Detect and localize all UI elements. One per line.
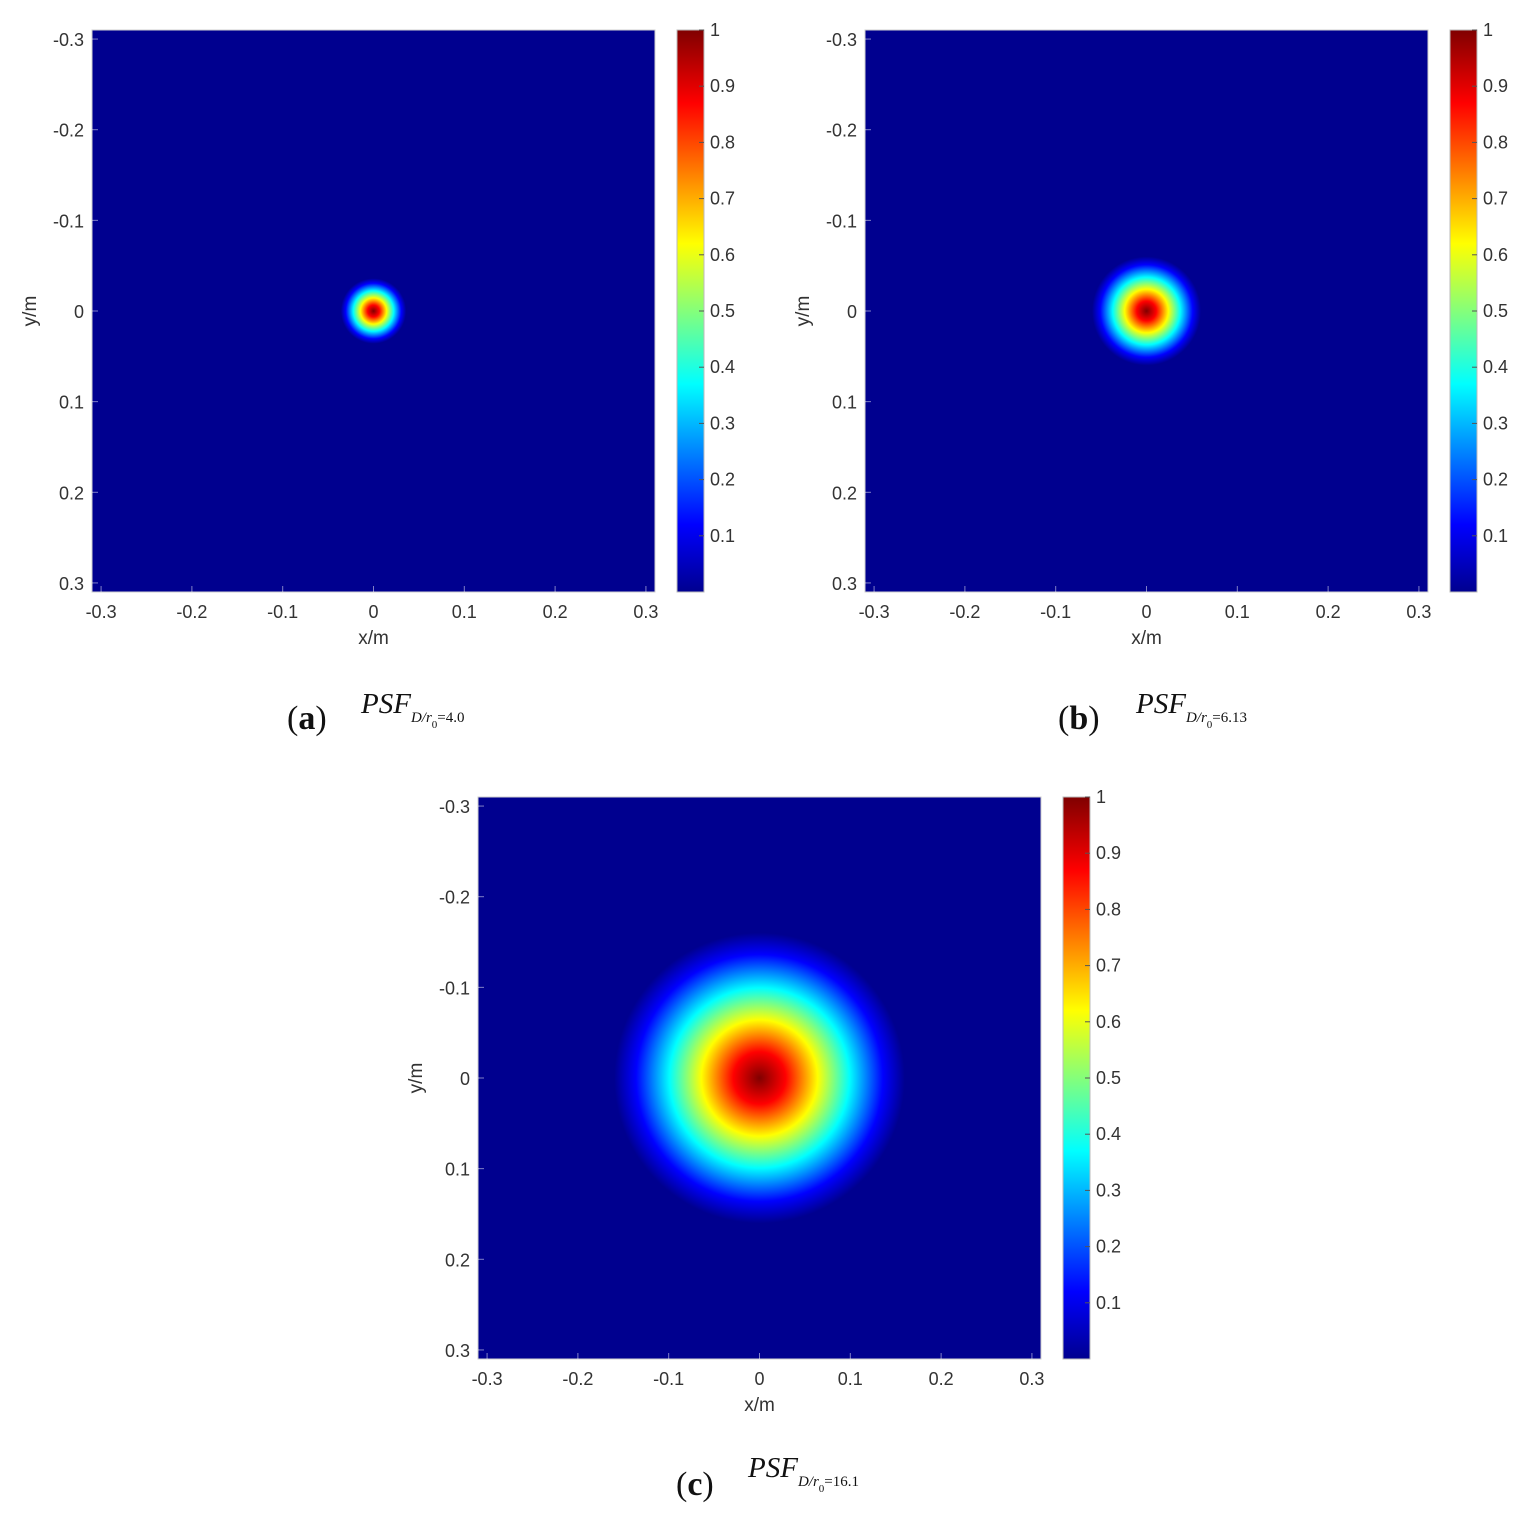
panel-letter-b: b [1069,700,1089,737]
y-tick-label: 0.1 [59,393,84,413]
x-tick-label: 0.1 [452,602,477,622]
colorbar-tick-label: 0.9 [1096,843,1121,863]
x-tick-label: 0.3 [1406,602,1431,622]
colorbar-tick-label: 1 [1483,20,1493,40]
x-tick-label: 0.1 [1225,602,1250,622]
colorbar-tick-label: 1 [1096,787,1106,807]
colorbar-tick-label: 1 [710,20,720,40]
colorbar-tick-label: 0.6 [1483,245,1508,265]
psf-label-c: PSFD/r0=16.1 [748,1452,859,1495]
x-tick-label: -0.3 [859,602,890,622]
y-tick-label: -0.1 [826,211,857,231]
colorbar-tick-label: 0.7 [710,189,735,209]
colorbar-tick-label: 0.6 [710,245,735,265]
heatmap-svg-c: -0.3 -0.2 -0.1 0 0.1 0.2 0.3-0.3-0.2-0.100.10.… [406,787,1121,1416]
y-tick-label: 0 [847,302,857,322]
y-tick-label: 0.2 [832,483,857,503]
colorbar-tick-label: 0.7 [1483,189,1508,209]
colorbar-tick-label: 0.6 [1096,1012,1121,1032]
colorbar-tick-label: 0.2 [1483,470,1508,490]
x-tick-label: -0.2 [949,602,980,622]
psf-spot-a [340,278,407,344]
x-tick-label: 0 [1141,602,1151,622]
x-tick-label: 0.2 [929,1369,954,1389]
y-tick-label: -0.3 [53,30,84,50]
colorbar-tick-label: 0.1 [1483,526,1508,546]
colorbar-tick-label: 0.5 [1096,1068,1121,1088]
colorbar-tick-label: 0.7 [1096,956,1121,976]
colorbar-tick-label: 0.9 [1483,76,1508,96]
x-tick-label: 0.1 [838,1369,863,1389]
colorbar-tick-label: 0.8 [1483,132,1508,152]
y-tick-label: -0.2 [53,121,84,141]
x-tick-label: 0.3 [633,602,658,622]
y-tick-label: 0.2 [59,483,84,503]
y-tick-label: 0.1 [832,393,857,413]
panel-letter-a: a [298,700,316,737]
colorbar-tick-label: 0.2 [710,470,735,490]
heatmap-panel-a: -0.3 -0.2 -0.1 0 0.1 0.2 0.3 -0.3 -0.2 -0.1 0 0.1 0.… [0,0,760,680]
x-axis-label: x/m [358,628,389,649]
x-tick-label: 0.2 [543,602,568,622]
x-tick-label: 0.2 [1316,602,1341,622]
heatmap-svg-b: -0.3 -0.2 -0.1 0 0.1 0.2 0.3-0.3-0.2-0.100.10.… [793,20,1508,649]
colorbar-tick-label: 0.8 [710,132,735,152]
y-tick-label: 0.3 [59,574,84,594]
y-axis-label: y/m [20,296,41,327]
colorbar-tick-label: 0.1 [710,526,735,546]
x-tick-label: -0.1 [267,602,298,622]
panel-letter-c: c [687,1466,703,1503]
psf-label-b: PSFD/r0=6.13 [1136,688,1247,731]
y-tick-label: 0.2 [445,1250,470,1270]
x-axis-label: x/m [744,1395,775,1416]
y-tick-label: 0.3 [445,1341,470,1361]
psf-spot-c [614,932,905,1224]
x-tick-label: -0.3 [86,602,117,622]
y-tick-label: -0.2 [439,888,470,908]
colorbar-tick-label: 0.4 [1096,1124,1121,1144]
y-tick-label: 0.1 [445,1160,470,1180]
heatmap-panel-b: -0.3 -0.2 -0.1 0 0.1 0.2 0.3 -0.3 -0.2 -0.1 0 0.1 0.… [773,0,1530,680]
colorbar-tick-label: 0.2 [1096,1237,1121,1257]
heatmap-panel-c: -0.3 -0.2 -0.1 0 0.1 0.2 0.3 -0.3 -0.2 -0.1 0 0.1 0.… [386,767,1146,1447]
x-tick-label: 0 [754,1369,764,1389]
y-tick-label: -0.1 [439,978,470,998]
x-tick-label: -0.2 [176,602,207,622]
colorbar-tick-label: 0.4 [710,357,735,377]
colorbar-tick-label: 0.3 [1483,413,1508,433]
y-axis-label: y/m [793,296,814,327]
x-tick-label: 0 [368,602,378,622]
psf-spot-b [1092,256,1201,366]
colorbar-tick-label: 0.1 [1096,1293,1121,1313]
x-tick-label: 0.3 [1019,1369,1044,1389]
y-tick-label: -0.1 [53,211,84,231]
caption-c: (c) PSFD/r0=16.1 [676,1452,859,1503]
colorbar-tick-label: 0.5 [710,301,735,321]
x-axis-label: x/m [1131,628,1162,649]
colorbar-tick-label: 0.3 [1096,1180,1121,1200]
colorbar-tick-label: 0.5 [1483,301,1508,321]
caption-a: (a) PSFD/r0=4.0 [287,688,465,737]
colorbar-tick-label: 0.3 [710,413,735,433]
y-tick-label: 0.3 [832,574,857,594]
y-tick-label: -0.3 [826,30,857,50]
heatmap-svg-a: -0.3 -0.2 -0.1 0 0.1 0.2 0.3-0.3-0.2-0.100.10.… [20,20,735,649]
x-tick-label: -0.3 [472,1369,503,1389]
caption-b: (b) PSFD/r0=6.13 [1058,688,1247,737]
y-tick-label: 0 [460,1069,470,1089]
x-tick-label: -0.1 [653,1369,684,1389]
psf-label-a: PSFD/r0=4.0 [361,688,465,731]
y-tick-label: -0.3 [439,797,470,817]
y-tick-label: 0 [74,302,84,322]
colorbar-tick-label: 0.4 [1483,357,1508,377]
x-tick-label: -0.2 [562,1369,593,1389]
y-axis-label: y/m [406,1063,427,1094]
x-tick-label: -0.1 [1040,602,1071,622]
colorbar-tick-label: 0.9 [710,76,735,96]
y-tick-label: -0.2 [826,121,857,141]
colorbar-tick-label: 0.8 [1096,899,1121,919]
